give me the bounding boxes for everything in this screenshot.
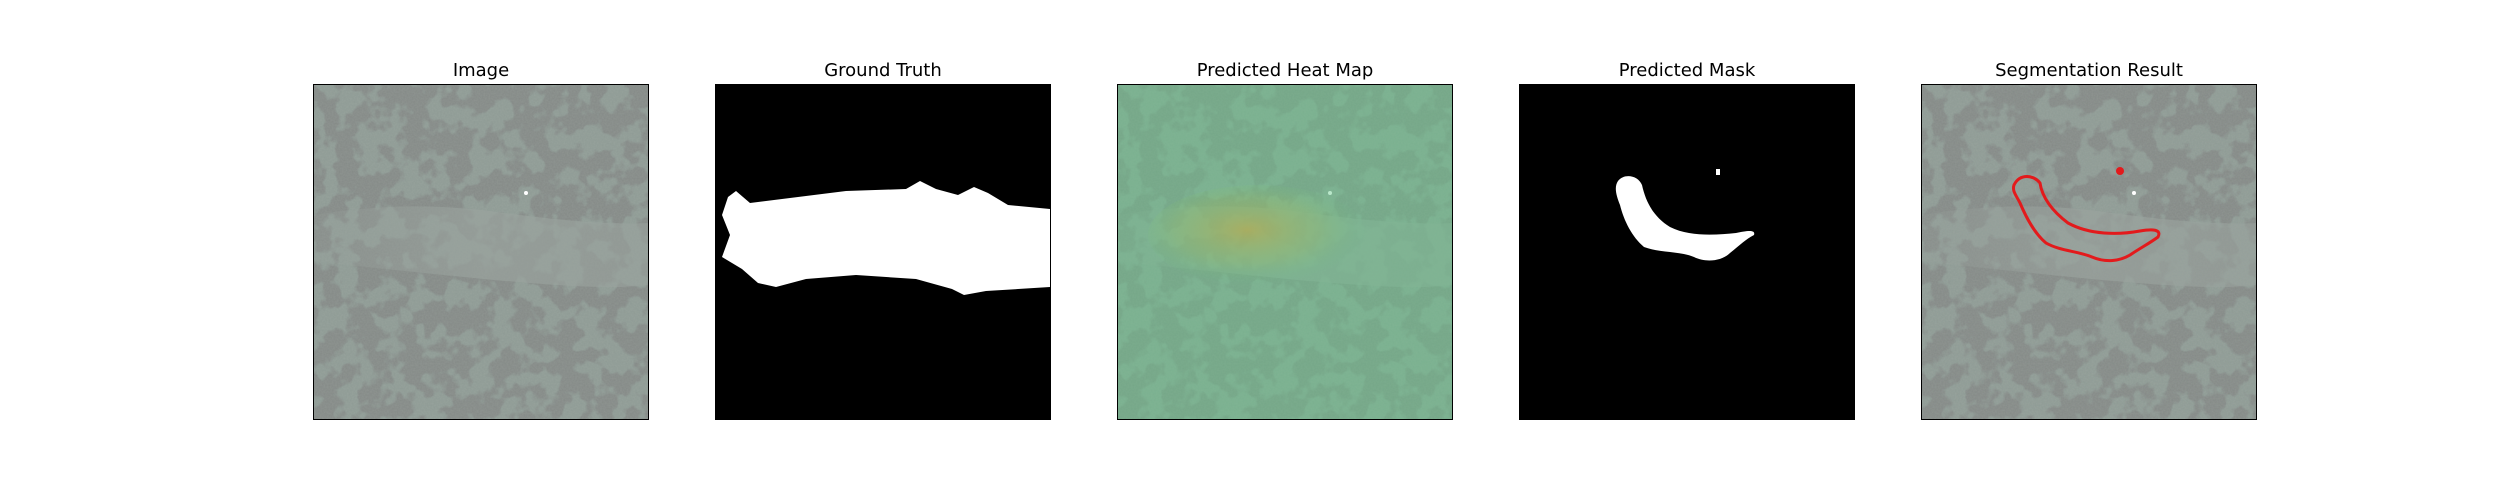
predicted-mask-frame	[1519, 84, 1855, 420]
ground-truth-frame	[715, 84, 1051, 420]
heat-map-frame	[1117, 84, 1453, 420]
panel-heat-map: Predicted Heat Map	[1117, 60, 1453, 424]
segmentation-contour	[2012, 175, 2161, 263]
panel-title: Segmentation Result	[1995, 60, 2183, 81]
panel-title: Image	[452, 60, 510, 81]
predicted-mask	[1520, 85, 1854, 419]
panel-title: Predicted Heat Map	[1196, 60, 1374, 81]
heat-map-image	[1118, 85, 1452, 419]
texture-image	[314, 85, 648, 419]
panel-title: Ground Truth	[824, 60, 942, 81]
segmentation-frame	[1921, 84, 2257, 420]
panel-title: Predicted Mask	[1618, 60, 1756, 81]
ground-truth-mask	[716, 85, 1050, 419]
panel-segmentation-result: Segmentation Result	[1921, 60, 2257, 424]
panel-image: Image	[313, 60, 649, 424]
panel-predicted-mask: Predicted Mask	[1519, 60, 1855, 424]
segmentation-dot	[2116, 167, 2124, 175]
panel-ground-truth: Ground Truth	[715, 60, 1051, 424]
image-frame	[313, 84, 649, 420]
segmentation-image	[1922, 85, 2256, 419]
